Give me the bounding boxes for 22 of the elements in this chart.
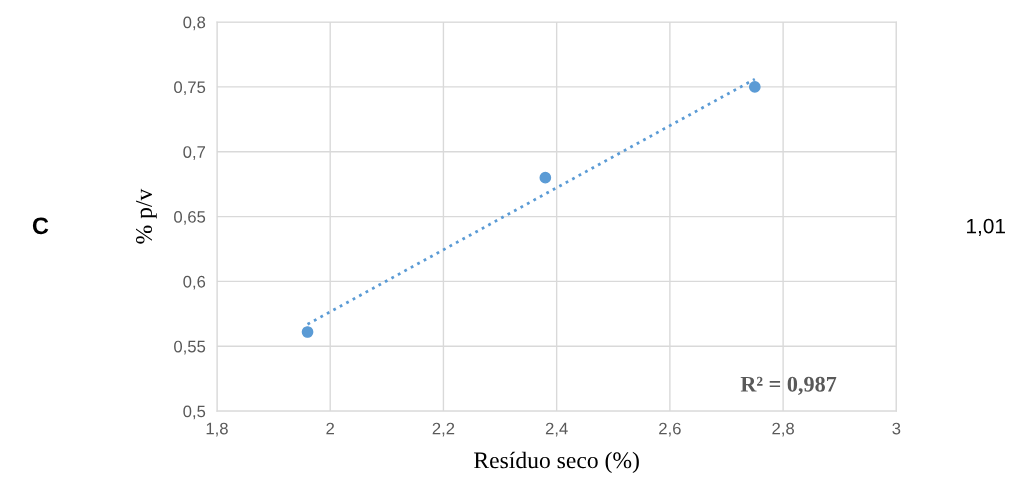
text: C [32,217,49,235]
x-axis-title: Resíduo seco (%) [474,451,639,474]
x-tick-label: 3 [892,422,901,435]
point [539,171,552,184]
x-tick-label: 1,8 [206,422,228,437]
x-tick-label: 2,8 [772,422,794,437]
y-tick-label: 0,7 [183,146,206,160]
y-tick-label: 0,55 [174,340,206,355]
y-tick-label: 0,8 [183,16,206,31]
x-tick-label: 2 [326,422,334,435]
x-tick-label: 2,4 [545,422,568,437]
point [301,326,314,338]
x-tick-label: 2,6 [659,422,681,437]
annotation: R² = 0,987 [740,376,837,395]
point [748,81,761,93]
y-tick-label: 0,75 [174,81,206,96]
y-axis-title: % p/v [136,188,157,244]
y-tick-label: 0,6 [183,275,206,290]
y-tick-label: 0,65 [174,210,206,225]
y-tick-label: 0,5 [183,405,206,420]
text: 1,01 [967,218,1005,236]
x-tick-label: 2,2 [432,422,455,437]
